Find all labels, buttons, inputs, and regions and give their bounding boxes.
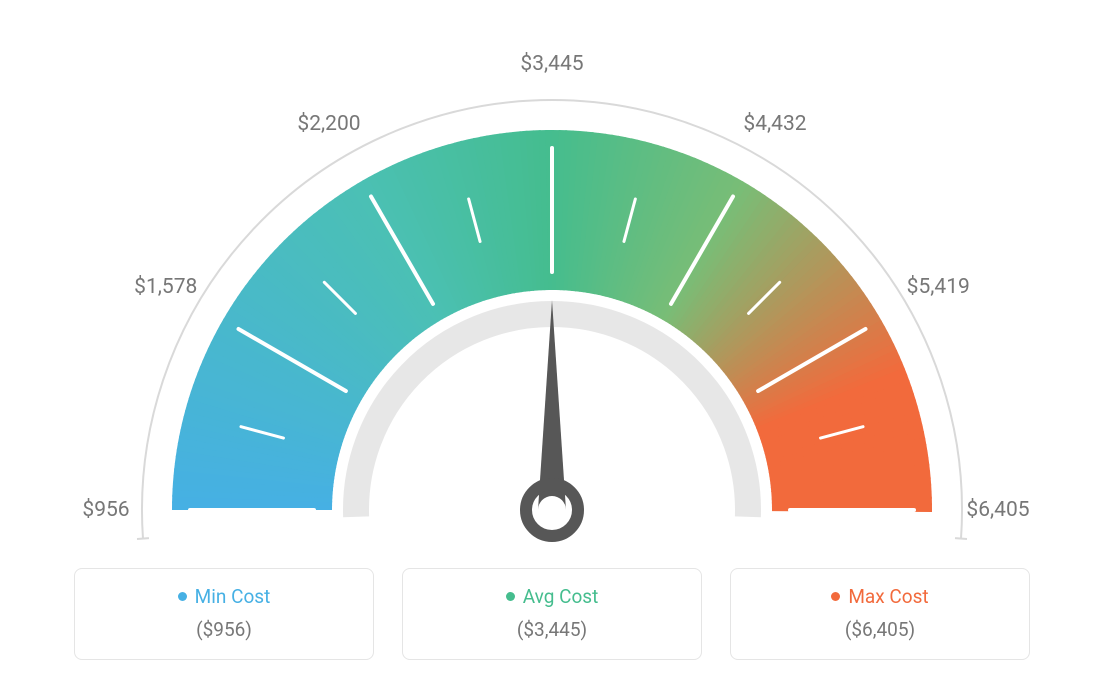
dot-icon — [831, 592, 840, 601]
dot-icon — [506, 592, 515, 601]
scale-label: $2,200 — [297, 112, 360, 136]
legend-title-min: Min Cost — [178, 585, 271, 608]
legend-value-max: ($6,405) — [743, 618, 1017, 641]
dot-icon — [178, 592, 187, 601]
legend-label: Avg Cost — [523, 585, 599, 608]
scale-label: $956 — [82, 498, 129, 522]
legend-value-min: ($956) — [87, 618, 361, 641]
scale-label: $3,445 — [520, 52, 583, 76]
legend-title-avg: Avg Cost — [506, 585, 599, 608]
scale-label: $5,419 — [907, 275, 970, 299]
legend-title-max: Max Cost — [831, 585, 928, 608]
legend-card-min: Min Cost ($956) — [74, 568, 374, 660]
legend: Min Cost ($956) Avg Cost ($3,445) Max Co… — [0, 568, 1104, 660]
scale-label: $6,405 — [966, 498, 1029, 522]
gauge-area: $956 $1,578 $2,200 $3,445 $4,432 $5,419 $6,405 — [0, 0, 1104, 560]
gauge-svg — [62, 20, 1042, 560]
scale-label: $4,432 — [743, 112, 806, 136]
legend-label: Max Cost — [848, 585, 928, 608]
legend-value-avg: ($3,445) — [415, 618, 689, 641]
legend-label: Min Cost — [195, 585, 271, 608]
scale-label: $1,578 — [134, 275, 197, 299]
legend-card-max: Max Cost ($6,405) — [730, 568, 1030, 660]
cost-gauge-chart: $956 $1,578 $2,200 $3,445 $4,432 $5,419 $6,405… — [0, 0, 1104, 690]
legend-card-avg: Avg Cost ($3,445) — [402, 568, 702, 660]
